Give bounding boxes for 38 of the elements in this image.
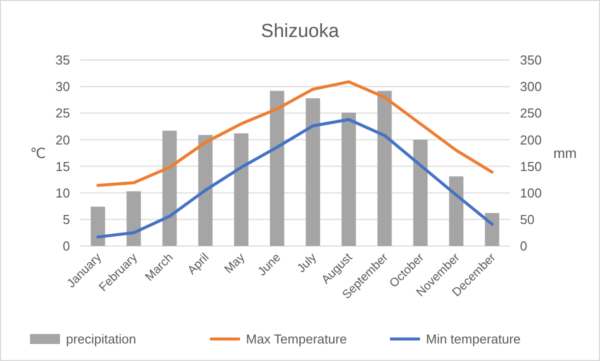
bar: [162, 130, 177, 246]
y-tick-label: 35: [56, 52, 70, 68]
y2-tick-label: 300: [520, 79, 542, 94]
bar: [306, 98, 320, 246]
y-tick-label: 0: [62, 238, 70, 254]
legend-label: precipitation: [66, 332, 136, 347]
y2-tick-label: 0: [520, 238, 528, 254]
line-series: [96, 118, 494, 238]
y-tick-label: 20: [56, 132, 70, 148]
y2-tick-label: 250: [520, 106, 542, 121]
bar: [413, 140, 428, 246]
bar: [90, 206, 106, 246]
y2-axis-title: mm: [553, 144, 577, 161]
y2-tick-label: 150: [520, 158, 542, 174]
y2-tick-label: 200: [520, 132, 542, 148]
x-tick-label: May: [221, 250, 248, 276]
line-series: [96, 80, 494, 187]
y-tick-label: 25: [56, 106, 70, 121]
legend-label: Max Temperature: [246, 332, 347, 347]
bar: [484, 213, 500, 246]
bar: [234, 133, 248, 246]
y-tick-label: 10: [56, 185, 70, 200]
bar: [377, 90, 392, 246]
bar: [449, 176, 464, 246]
legend-label: Min temperature: [426, 332, 521, 347]
y-tick-label: 15: [56, 158, 70, 174]
y2-tick-label: 50: [520, 212, 534, 227]
x-tick-label: July: [294, 250, 320, 276]
y2-tick-label: 350: [520, 52, 542, 68]
bar: [342, 112, 356, 246]
y2-tick-label: 100: [520, 185, 542, 200]
y-tick-label: 5: [62, 212, 70, 227]
y-tick-label: 30: [56, 79, 70, 94]
chart-title: Shizuoka: [260, 21, 340, 42]
bar: [126, 191, 141, 246]
y-axis-title: ℃: [30, 144, 46, 161]
bar: [270, 90, 284, 246]
bar: [198, 134, 213, 246]
